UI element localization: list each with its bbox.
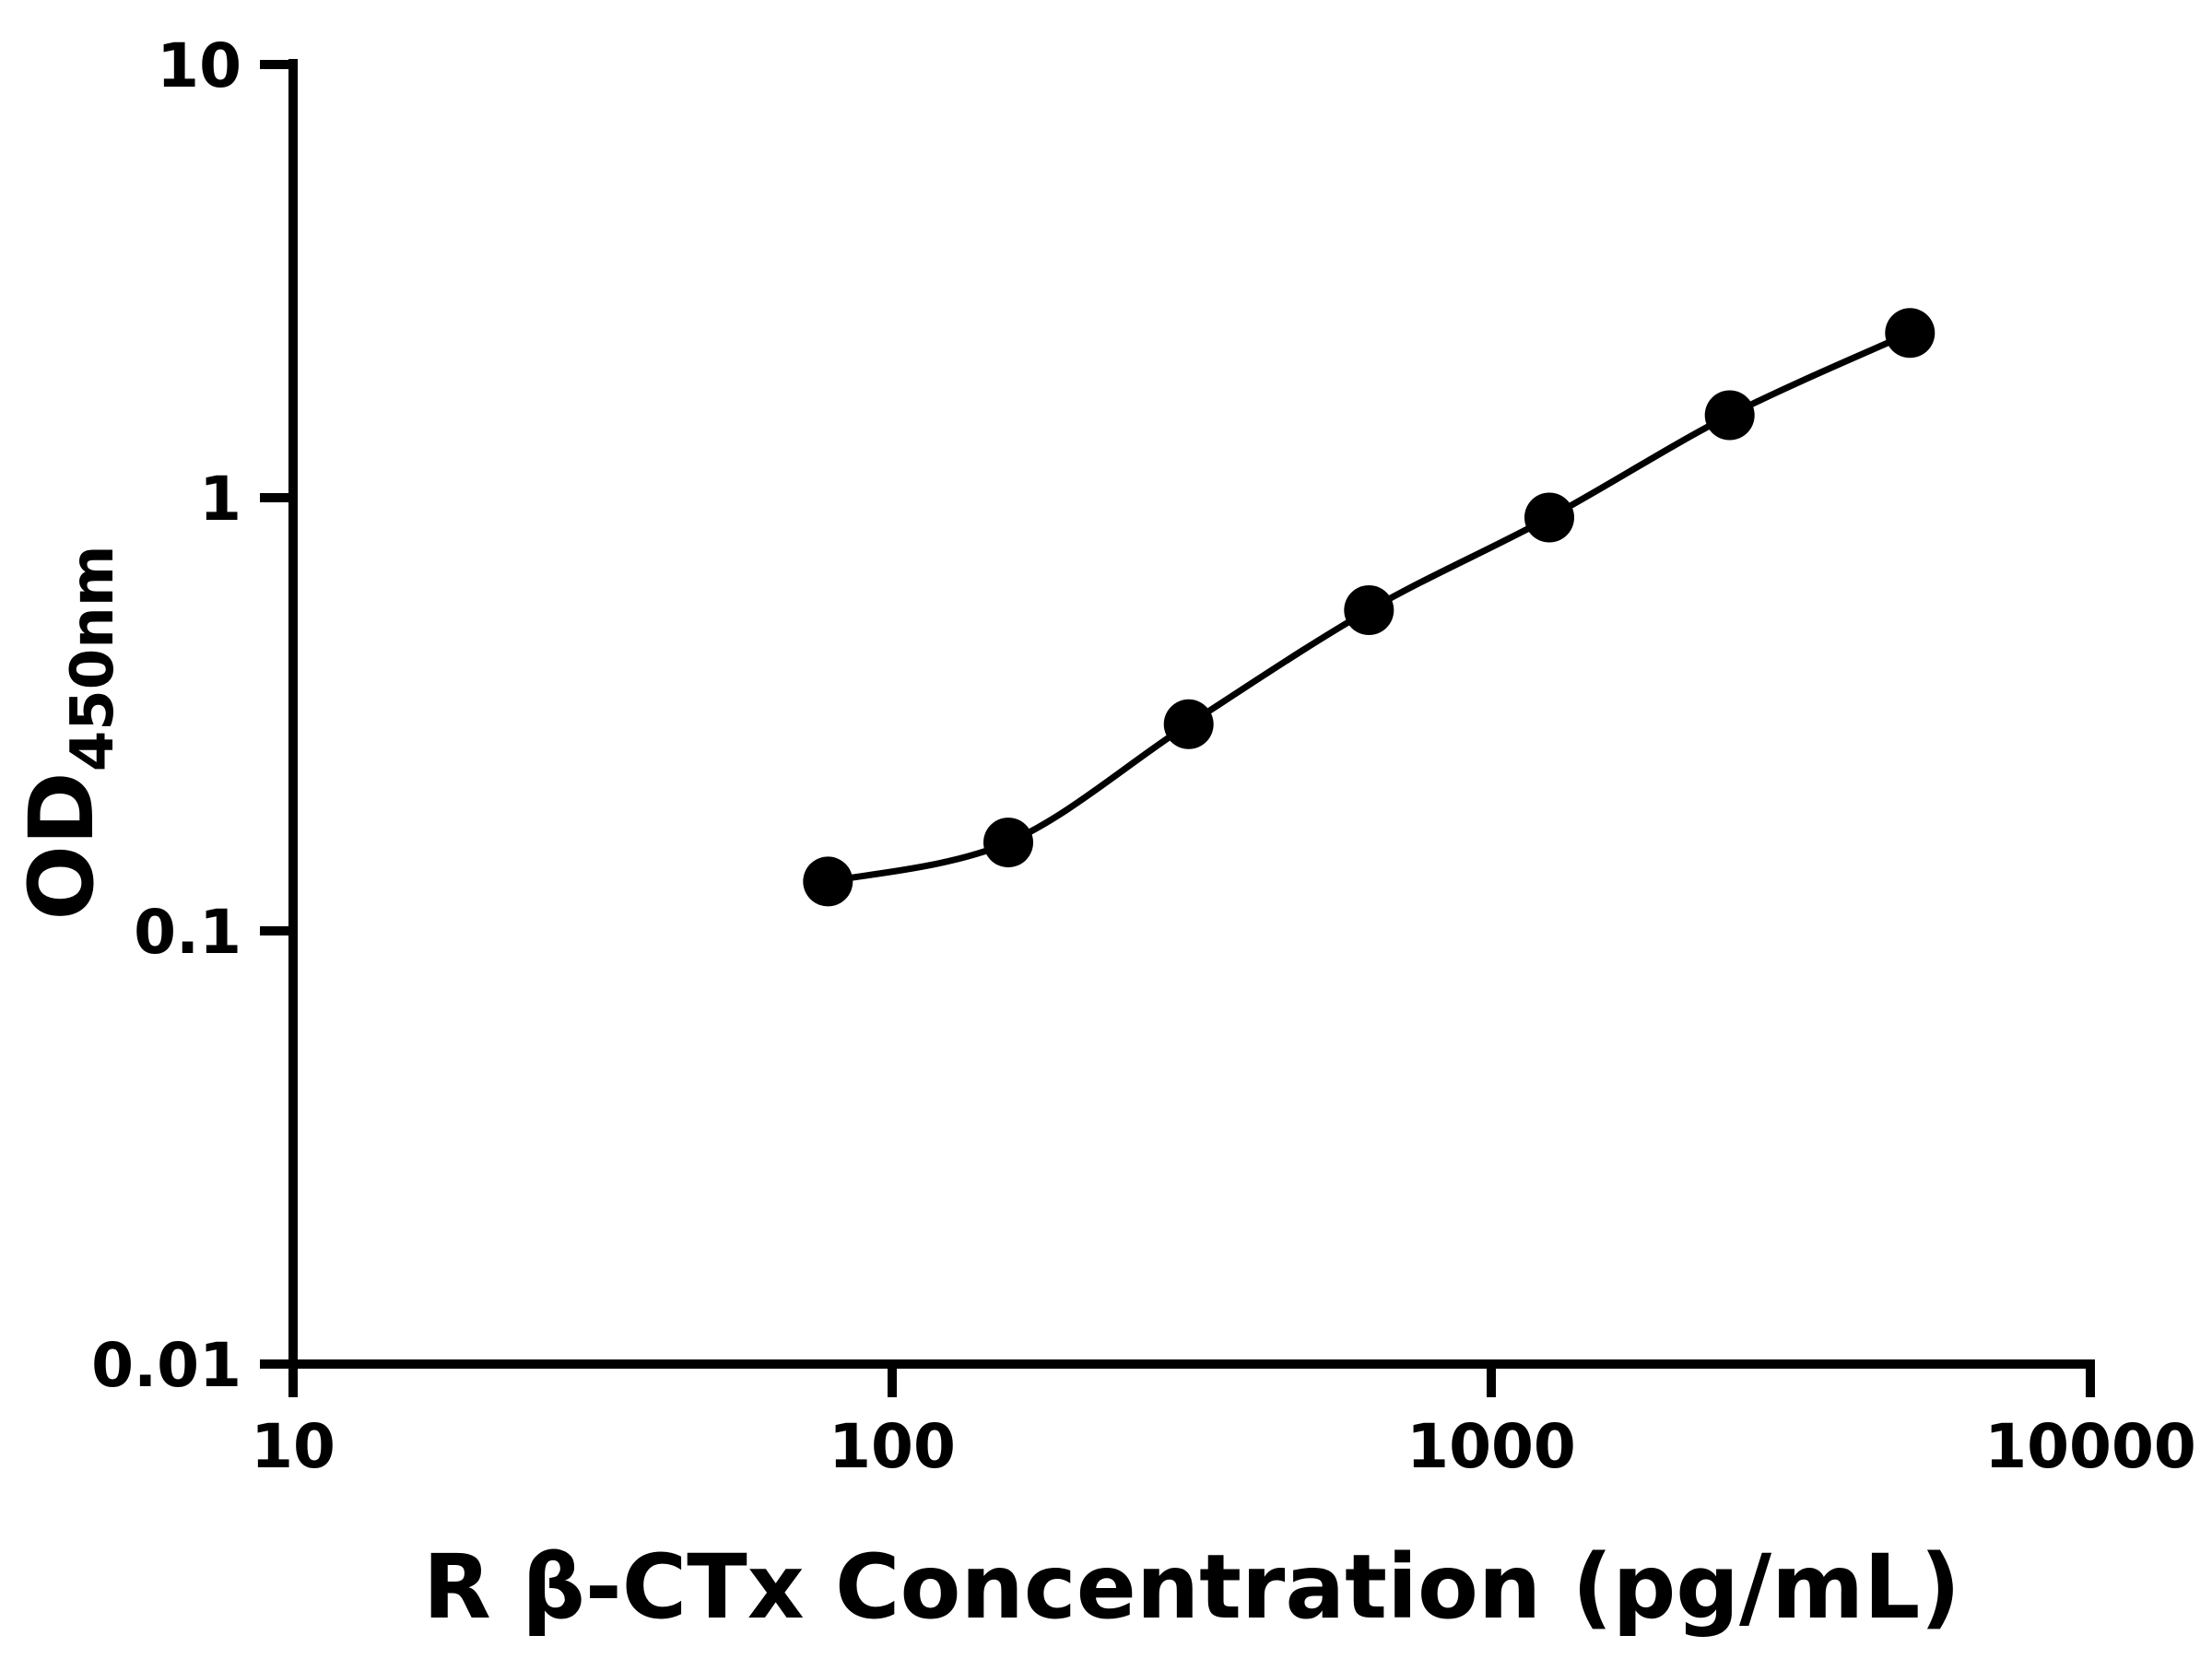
data-point <box>1704 390 1755 441</box>
y-tick-label: 0.1 <box>134 897 241 968</box>
x-axis-title: R β-CTx Concentration (pg/mL) <box>423 1535 1960 1639</box>
x-tick-label: 100 <box>829 1411 956 1482</box>
data-point <box>1163 699 1214 749</box>
y-axis-title-subscript: 450nm <box>59 545 127 771</box>
y-tick-label: 1 <box>199 464 241 535</box>
data-point <box>983 818 1033 868</box>
data-point <box>803 856 853 907</box>
x-tick-label: 1000 <box>1406 1411 1576 1482</box>
plot-area: 10 100 1000 10000 0.01 0.1 1 10 <box>91 30 2196 1482</box>
data-point <box>1524 492 1574 543</box>
y-tick-label: 10 <box>157 30 241 101</box>
data-point <box>1344 585 1394 635</box>
data-point <box>1885 308 1936 359</box>
y-tick-label: 0.01 <box>91 1330 241 1401</box>
x-tick-label: 10 <box>251 1411 335 1482</box>
y-axis-title: OD450nm <box>10 545 127 920</box>
y-axis-title-main: OD <box>10 771 113 920</box>
x-tick-label: 10000 <box>1984 1411 2196 1482</box>
